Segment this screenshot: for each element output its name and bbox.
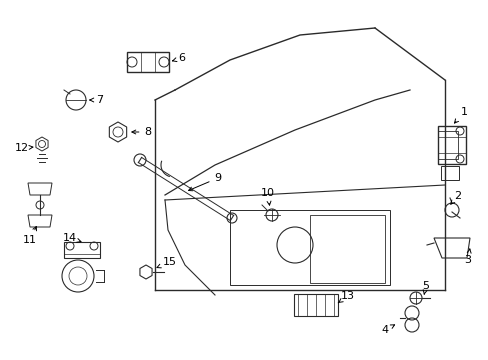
Bar: [293, 294, 337, 316]
Bar: [440, 166, 458, 180]
Text: 15: 15: [157, 257, 177, 268]
Text: 13: 13: [338, 291, 354, 303]
Text: 8: 8: [132, 127, 151, 137]
Text: 10: 10: [261, 188, 274, 205]
Bar: [127, 52, 169, 72]
Bar: [437, 131, 457, 159]
Text: 3: 3: [464, 249, 470, 265]
Bar: [64, 242, 100, 258]
Text: 5: 5: [422, 281, 428, 294]
Text: 12: 12: [15, 143, 33, 153]
Text: 4: 4: [381, 325, 394, 335]
Text: 1: 1: [453, 107, 467, 123]
Text: 7: 7: [90, 95, 103, 105]
Text: 14: 14: [63, 233, 81, 243]
Text: 9: 9: [188, 173, 221, 191]
Text: 11: 11: [23, 226, 37, 245]
Text: 2: 2: [450, 191, 461, 204]
Text: 6: 6: [172, 53, 185, 63]
Bar: [437, 126, 465, 164]
